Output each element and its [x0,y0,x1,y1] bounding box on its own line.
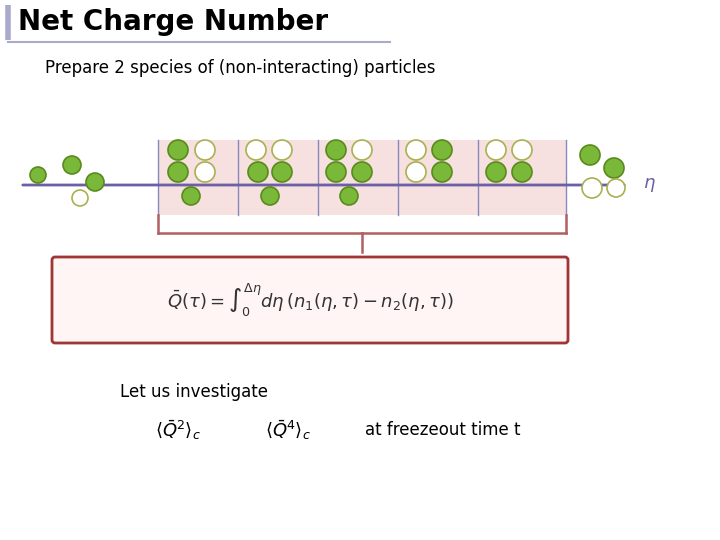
Circle shape [580,145,600,165]
Circle shape [30,167,46,183]
Text: at freezeout time t: at freezeout time t [365,421,521,439]
Circle shape [340,187,358,205]
Circle shape [272,162,292,182]
Circle shape [326,140,346,160]
Text: $\bar{Q}(\tau) = \int_0^{\Delta\eta} d\eta\,(n_1(\eta,\tau) - n_2(\eta,\tau))$: $\bar{Q}(\tau) = \int_0^{\Delta\eta} d\e… [167,281,454,319]
Circle shape [72,190,88,206]
FancyBboxPatch shape [52,257,568,343]
Text: $\langle \bar{Q}^4 \rangle_c$: $\langle \bar{Q}^4 \rangle_c$ [265,418,311,442]
Circle shape [432,162,452,182]
Circle shape [195,162,215,182]
Text: Let us investigate: Let us investigate [120,383,268,401]
Circle shape [604,158,624,178]
Circle shape [486,162,506,182]
Circle shape [406,162,426,182]
Circle shape [512,140,532,160]
Circle shape [512,162,532,182]
FancyBboxPatch shape [158,140,566,215]
Circle shape [182,187,200,205]
Text: $\eta$: $\eta$ [643,176,656,194]
Circle shape [326,162,346,182]
Circle shape [248,162,268,182]
Text: Net Charge Number: Net Charge Number [18,8,328,36]
Circle shape [486,140,506,160]
Text: Prepare 2 species of (non-interacting) particles: Prepare 2 species of (non-interacting) p… [45,59,436,77]
Circle shape [63,156,81,174]
Circle shape [582,178,602,198]
Circle shape [195,140,215,160]
Circle shape [168,140,188,160]
Circle shape [261,187,279,205]
Circle shape [352,140,372,160]
Circle shape [607,179,625,197]
Circle shape [406,140,426,160]
Text: $\langle \bar{Q}^2 \rangle_c$: $\langle \bar{Q}^2 \rangle_c$ [155,418,201,442]
Circle shape [86,173,104,191]
Circle shape [272,140,292,160]
Circle shape [246,140,266,160]
Circle shape [432,140,452,160]
Circle shape [168,162,188,182]
Circle shape [352,162,372,182]
